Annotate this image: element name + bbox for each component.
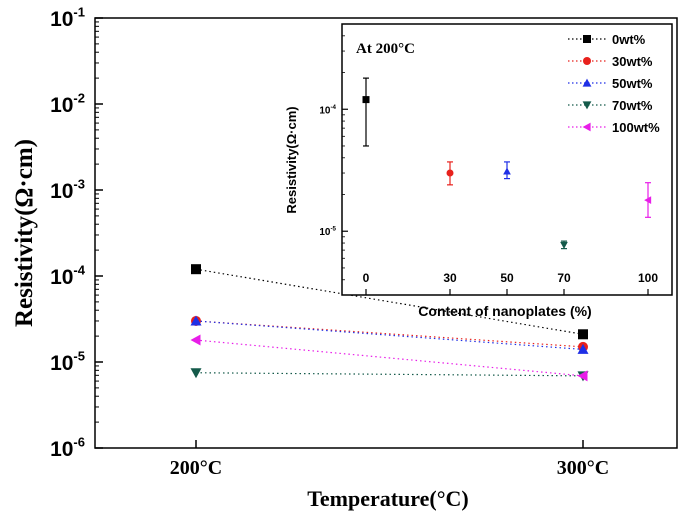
inset-y-axis-label: Resistivity(Ω·cm)	[284, 106, 299, 213]
main-y-tick-label: 10-1	[50, 5, 85, 31]
main-y-tick-label: 10-4	[50, 263, 86, 289]
legend-marker	[582, 101, 592, 110]
legend-label: 30wt%	[612, 54, 653, 69]
legend-label: 70wt%	[612, 98, 653, 113]
inset-data-point	[503, 167, 511, 175]
main-y-tick-label: 10-6	[50, 435, 85, 461]
data-point	[577, 370, 588, 382]
inset-data-point	[446, 169, 454, 177]
main-x-axis-label: Temperature(°C)	[307, 486, 469, 511]
inset-x-tick-label: 30	[443, 271, 457, 285]
inset-y-tick-label: 10-4	[319, 104, 336, 117]
inset-x-tick-label: 50	[500, 271, 514, 285]
legend-label: 50wt%	[612, 76, 653, 91]
main-x-tick-label: 200°C	[170, 457, 222, 479]
data-point	[190, 334, 201, 346]
inset-frame	[341, 23, 673, 296]
legend-marker	[583, 57, 591, 65]
series-line	[195, 320, 584, 348]
main-x-tick-label: 300°C	[557, 457, 609, 479]
inset-x-tick-label: 100	[638, 271, 658, 285]
inset-x-tick-label: 0	[363, 271, 370, 285]
legend-label: 100wt%	[612, 120, 660, 135]
inset-y-tick-label: 10-5	[319, 226, 336, 239]
legend-label: 0wt%	[612, 32, 646, 47]
main-y-tick-label: 10-2	[50, 91, 85, 117]
main-y-tick-label: 10-3	[50, 177, 85, 203]
data-point	[578, 329, 588, 340]
data-point	[190, 368, 202, 379]
inset-data-point	[362, 96, 370, 104]
inset-x-axis-label: Content of nanoplates (%)	[418, 303, 591, 319]
main-y-axis-label: Resistivity(Ω·cm)	[11, 139, 38, 327]
legend-marker	[582, 78, 592, 87]
data-point	[190, 315, 202, 326]
data-point	[191, 264, 201, 275]
series-line	[195, 320, 584, 351]
legend: 0wt% 30wt% 50wt% 70wt% 100wt%	[568, 32, 660, 135]
inset-data-point	[560, 241, 568, 249]
legend-marker	[583, 35, 591, 43]
main-plot-frame	[94, 17, 678, 449]
data-point	[577, 343, 589, 354]
legend-marker	[582, 122, 591, 132]
series-line	[195, 339, 584, 377]
main-plot: 10-6 10-5 10-4 10-3 10-2 10-1 200°C 300°C	[50, 5, 609, 479]
series-line	[195, 372, 584, 377]
inset-x-tick-label: 70	[557, 271, 571, 285]
inset-annotation: At 200°C	[356, 41, 415, 57]
inset-plot: 10-4 10-5 0 30 50 70 100	[319, 23, 658, 296]
main-y-tick-label: 10-5	[50, 349, 85, 375]
inset-data-point	[644, 196, 652, 204]
